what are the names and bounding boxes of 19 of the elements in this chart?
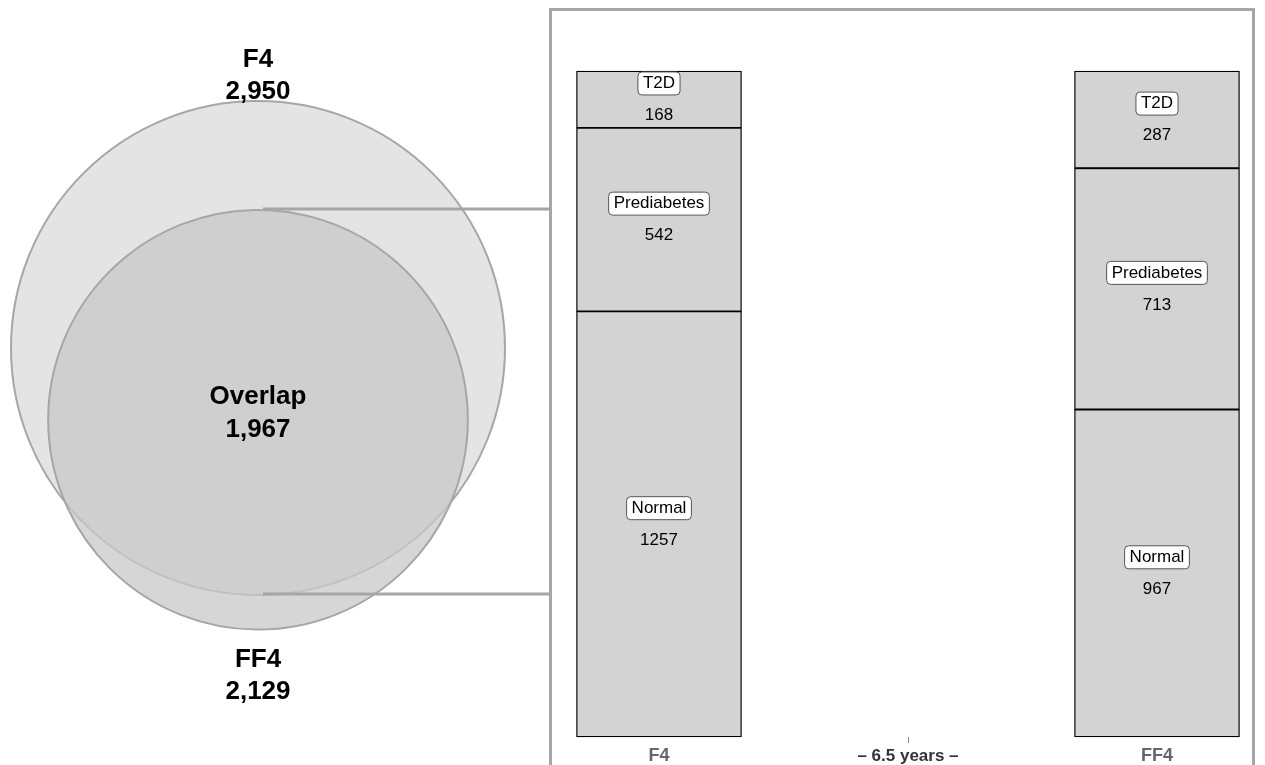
data-label: 1257 — [640, 529, 678, 549]
data-label: 542 — [644, 225, 674, 245]
x-axis-title: – 6.5 years – — [857, 746, 959, 765]
data-label: 287 — [1142, 125, 1172, 145]
series-label: T2D — [642, 73, 676, 93]
text: Prediabetes — [1111, 262, 1203, 282]
data-label: 2,950 — [225, 75, 291, 106]
series-label: Prediabetes — [613, 193, 705, 213]
data-label: 168 — [644, 105, 674, 125]
category-label: Overlap — [209, 380, 307, 411]
text: T2D — [1140, 93, 1174, 113]
category-label: FF4 — [234, 643, 282, 674]
series-label: Normal — [1129, 546, 1185, 566]
text: Normal — [631, 497, 687, 517]
data-label: 1,967 — [225, 413, 291, 444]
data-label: 713 — [1142, 294, 1172, 314]
category-label: F4 — [242, 43, 274, 74]
data-label: 2,129 — [225, 675, 291, 706]
data-label: 967 — [1142, 578, 1172, 598]
